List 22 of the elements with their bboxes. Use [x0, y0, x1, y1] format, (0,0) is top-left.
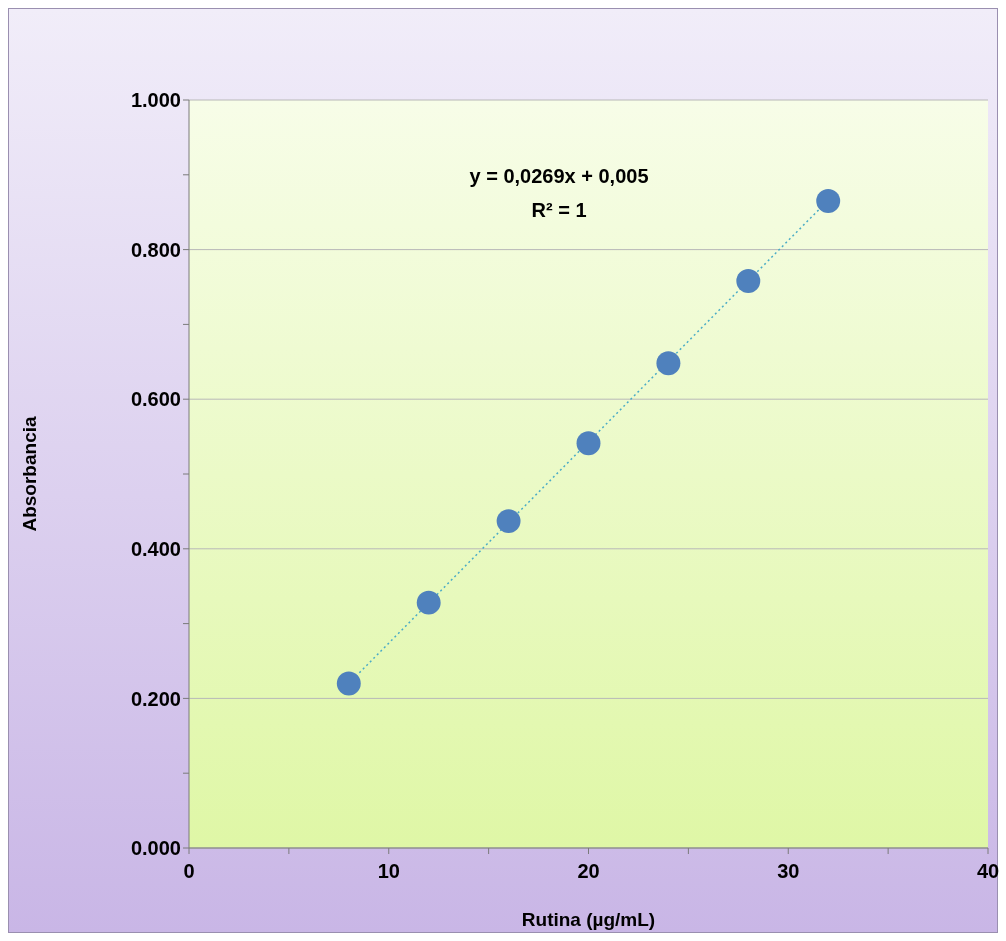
y-tick-label: 0.200: [130, 687, 181, 710]
point: [736, 269, 761, 293]
annotation: y = 0,0269x + 0,005: [468, 164, 650, 189]
y-tick-label: 0.000: [130, 837, 181, 860]
x-tick-label: 0: [183, 860, 195, 882]
y-tick-label: 1.000: [130, 89, 181, 112]
x-axis-title: Rutina (µg/mL): [521, 909, 656, 930]
point: [816, 189, 841, 213]
y-tick-label: 0.600: [130, 388, 181, 411]
y-axis-title: Absorbancia: [18, 416, 40, 532]
x-tick-label: 30: [777, 860, 800, 882]
x-tick-label: 40: [976, 860, 1000, 882]
point: [336, 671, 361, 696]
y-tick-label: 0.400: [130, 537, 181, 560]
point: [416, 590, 441, 615]
x-tick-label: 10: [377, 860, 400, 882]
point: [576, 431, 601, 456]
annotation: R² = 1: [530, 198, 588, 223]
x-tick-label: 20: [577, 860, 600, 882]
y-tick-label: 0.800: [130, 238, 181, 261]
point: [496, 509, 521, 534]
point: [656, 351, 681, 376]
